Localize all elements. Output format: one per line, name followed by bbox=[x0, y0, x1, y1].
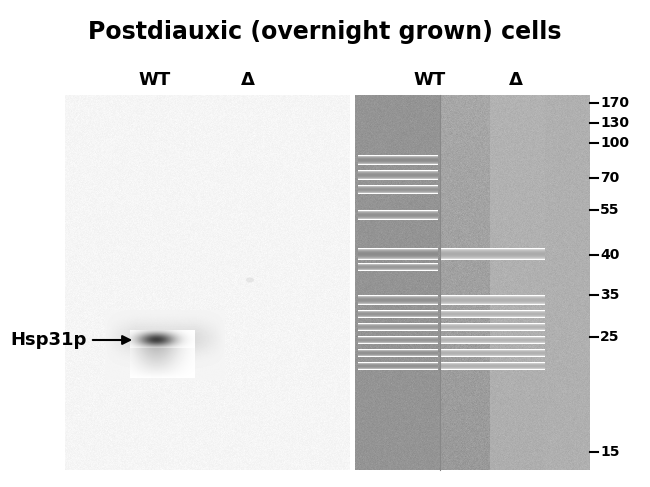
Text: 25: 25 bbox=[600, 330, 619, 344]
Ellipse shape bbox=[246, 278, 254, 282]
Text: Δ: Δ bbox=[509, 71, 523, 89]
Text: WT: WT bbox=[414, 71, 446, 89]
Text: Δ: Δ bbox=[241, 71, 255, 89]
Text: 55: 55 bbox=[600, 203, 619, 217]
Text: WT: WT bbox=[139, 71, 171, 89]
Text: 130: 130 bbox=[600, 116, 629, 130]
Text: 170: 170 bbox=[600, 96, 629, 110]
Text: 70: 70 bbox=[600, 171, 619, 185]
Text: Postdiauxic (overnight grown) cells: Postdiauxic (overnight grown) cells bbox=[88, 20, 562, 44]
Text: 15: 15 bbox=[600, 445, 619, 459]
Text: 100: 100 bbox=[600, 136, 629, 150]
Text: Hsp31p: Hsp31p bbox=[10, 331, 86, 349]
Text: 40: 40 bbox=[600, 248, 619, 262]
Text: 35: 35 bbox=[600, 288, 619, 302]
